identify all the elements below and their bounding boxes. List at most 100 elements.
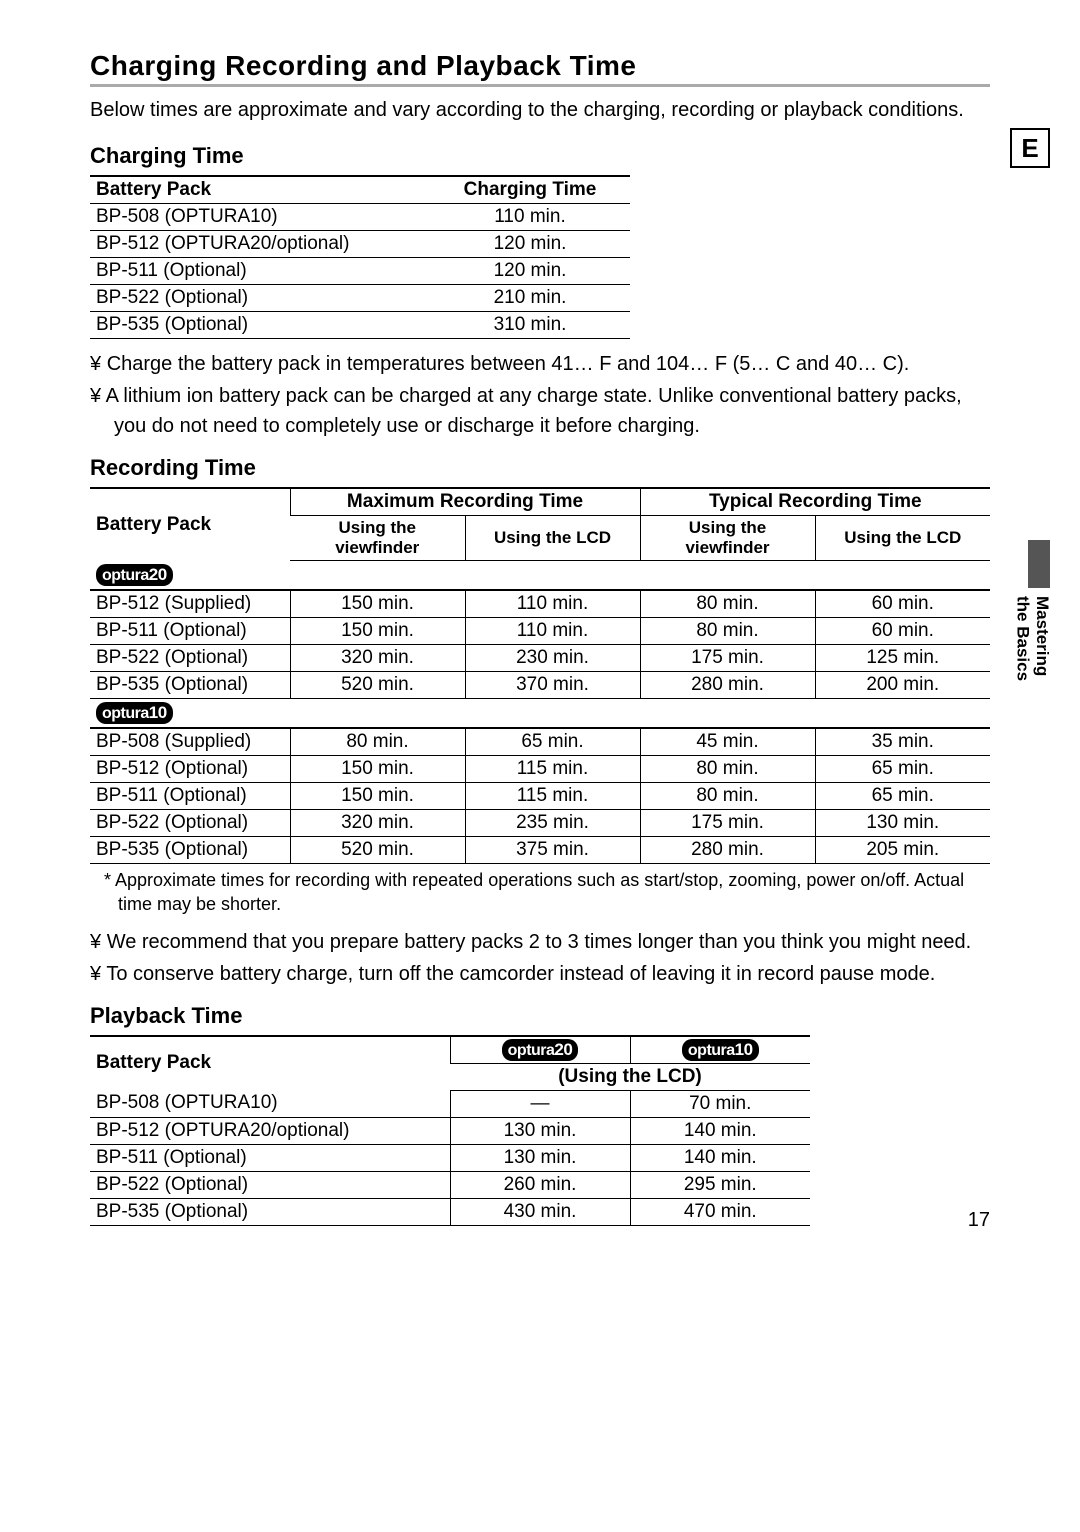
cell-o20: — — [450, 1090, 630, 1117]
table-row: BP-508 (OPTURA10)110 min. — [90, 204, 630, 231]
cell-value: 320 min. — [290, 810, 465, 837]
cell-o10: 295 min. — [630, 1171, 810, 1198]
cell-pack: BP-522 (Optional) — [90, 645, 290, 672]
cell-time: 210 min. — [430, 285, 630, 312]
cell-pack: BP-512 (OPTURA20/optional) — [90, 1117, 450, 1144]
cell-pack: BP-512 (Optional) — [90, 756, 290, 783]
cell-value: 80 min. — [290, 728, 465, 756]
cell-value: 65 min. — [465, 728, 640, 756]
table-row: BP-511 (Optional)150 min.110 min.80 min.… — [90, 618, 990, 645]
playback-heading: Playback Time — [90, 1003, 990, 1029]
language-tab: E — [1010, 128, 1050, 168]
cell-o20: 260 min. — [450, 1171, 630, 1198]
charging-notes: Charge the battery pack in temperatures … — [90, 349, 990, 441]
col-battery: Battery Pack — [90, 176, 430, 204]
recording-notes: We recommend that you prepare battery pa… — [90, 927, 990, 989]
cell-value: 80 min. — [640, 618, 815, 645]
table-row: BP-522 (Optional)210 min. — [90, 285, 630, 312]
table-row: BP-535 (Optional)520 min.370 min.280 min… — [90, 672, 990, 699]
sub-vf: Using the viewfinder — [290, 516, 465, 561]
recording-footnote: * Approximate times for recording with r… — [90, 868, 990, 917]
cell-pack: BP-511 (Optional) — [90, 783, 290, 810]
charging-heading: Charging Time — [90, 143, 990, 169]
cell-time: 120 min. — [430, 258, 630, 285]
table-row: BP-512 (OPTURA20/optional)130 min.140 mi… — [90, 1117, 810, 1144]
cell-value: 280 min. — [640, 672, 815, 699]
cell-pack: BP-522 (Optional) — [90, 1171, 450, 1198]
section-label: Masteringthe Basics — [1013, 596, 1052, 681]
cell-value: 35 min. — [815, 728, 990, 756]
cell-value: 520 min. — [290, 837, 465, 864]
cell-value: 125 min. — [815, 645, 990, 672]
sub-using-lcd: (Using the LCD) — [450, 1063, 810, 1090]
page-title: Charging Recording and Playback Time — [90, 50, 990, 87]
cell-value: 150 min. — [290, 618, 465, 645]
col-battery: Battery Pack — [90, 488, 290, 561]
cell-pack: BP-511 (Optional) — [90, 618, 290, 645]
cell-pack: BP-535 (Optional) — [90, 312, 430, 339]
cell-pack: BP-511 (Optional) — [90, 258, 430, 285]
cell-value: 150 min. — [290, 590, 465, 618]
cell-o10: 140 min. — [630, 1117, 810, 1144]
table-row: BP-535 (Optional)520 min.375 min.280 min… — [90, 837, 990, 864]
table-row: BP-535 (Optional)310 min. — [90, 312, 630, 339]
cell-value: 235 min. — [465, 810, 640, 837]
cell-value: 200 min. — [815, 672, 990, 699]
table-row: BP-522 (Optional)320 min.235 min.175 min… — [90, 810, 990, 837]
cell-value: 65 min. — [815, 756, 990, 783]
col-optura10: optura10 — [630, 1036, 810, 1064]
cell-time: 110 min. — [430, 204, 630, 231]
cell-time: 310 min. — [430, 312, 630, 339]
note-item: A lithium ion battery pack can be charge… — [90, 381, 990, 441]
cell-value: 175 min. — [640, 645, 815, 672]
cell-o20: 130 min. — [450, 1117, 630, 1144]
table-row: BP-522 (Optional)320 min.230 min.175 min… — [90, 645, 990, 672]
cell-value: 175 min. — [640, 810, 815, 837]
cell-value: 370 min. — [465, 672, 640, 699]
playback-table: Battery Pack optura20 optura10 (Using th… — [90, 1035, 810, 1226]
cell-pack: BP-508 (OPTURA10) — [90, 204, 430, 231]
cell-value: 150 min. — [290, 783, 465, 810]
table-row: BP-512 (OPTURA20/optional)120 min. — [90, 231, 630, 258]
cell-pack: BP-512 (OPTURA20/optional) — [90, 231, 430, 258]
col-typical: Typical Recording Time — [640, 488, 990, 516]
sub-lcd: Using the LCD — [465, 516, 640, 561]
cell-value: 80 min. — [640, 590, 815, 618]
cell-pack: BP-535 (Optional) — [90, 672, 290, 699]
section-marker — [1028, 540, 1050, 588]
table-row: BP-508 (OPTURA10)—70 min. — [90, 1090, 810, 1117]
cell-o10: 140 min. — [630, 1144, 810, 1171]
model-row: optura10 — [90, 699, 990, 729]
cell-pack: BP-535 (Optional) — [90, 837, 290, 864]
sub-lcd: Using the LCD — [815, 516, 990, 561]
page-number: 17 — [968, 1209, 990, 1232]
cell-o20: 130 min. — [450, 1144, 630, 1171]
cell-value: 110 min. — [465, 618, 640, 645]
cell-value: 230 min. — [465, 645, 640, 672]
model-badge-cell: optura10 — [90, 699, 990, 729]
cell-value: 60 min. — [815, 590, 990, 618]
cell-value: 320 min. — [290, 645, 465, 672]
cell-pack: BP-512 (Supplied) — [90, 590, 290, 618]
cell-value: 280 min. — [640, 837, 815, 864]
note-item: Charge the battery pack in temperatures … — [90, 349, 990, 379]
table-row: BP-511 (Optional)120 min. — [90, 258, 630, 285]
note-item: To conserve battery charge, turn off the… — [90, 959, 990, 989]
recording-table: Battery Pack Maximum Recording Time Typi… — [90, 487, 990, 864]
cell-pack: BP-522 (Optional) — [90, 285, 430, 312]
note-item: We recommend that you prepare battery pa… — [90, 927, 990, 957]
cell-value: 80 min. — [640, 783, 815, 810]
manual-page: Charging Recording and Playback Time Bel… — [0, 0, 1080, 1266]
cell-value: 150 min. — [290, 756, 465, 783]
cell-value: 130 min. — [815, 810, 990, 837]
cell-pack: BP-508 (Supplied) — [90, 728, 290, 756]
cell-o10: 70 min. — [630, 1090, 810, 1117]
table-row: BP-512 (Optional)150 min.115 min.80 min.… — [90, 756, 990, 783]
cell-o20: 430 min. — [450, 1198, 630, 1225]
cell-value: 60 min. — [815, 618, 990, 645]
cell-pack: BP-535 (Optional) — [90, 1198, 450, 1225]
table-row: BP-508 (Supplied)80 min.65 min.45 min.35… — [90, 728, 990, 756]
cell-value: 115 min. — [465, 756, 640, 783]
cell-pack: BP-522 (Optional) — [90, 810, 290, 837]
cell-value: 375 min. — [465, 837, 640, 864]
